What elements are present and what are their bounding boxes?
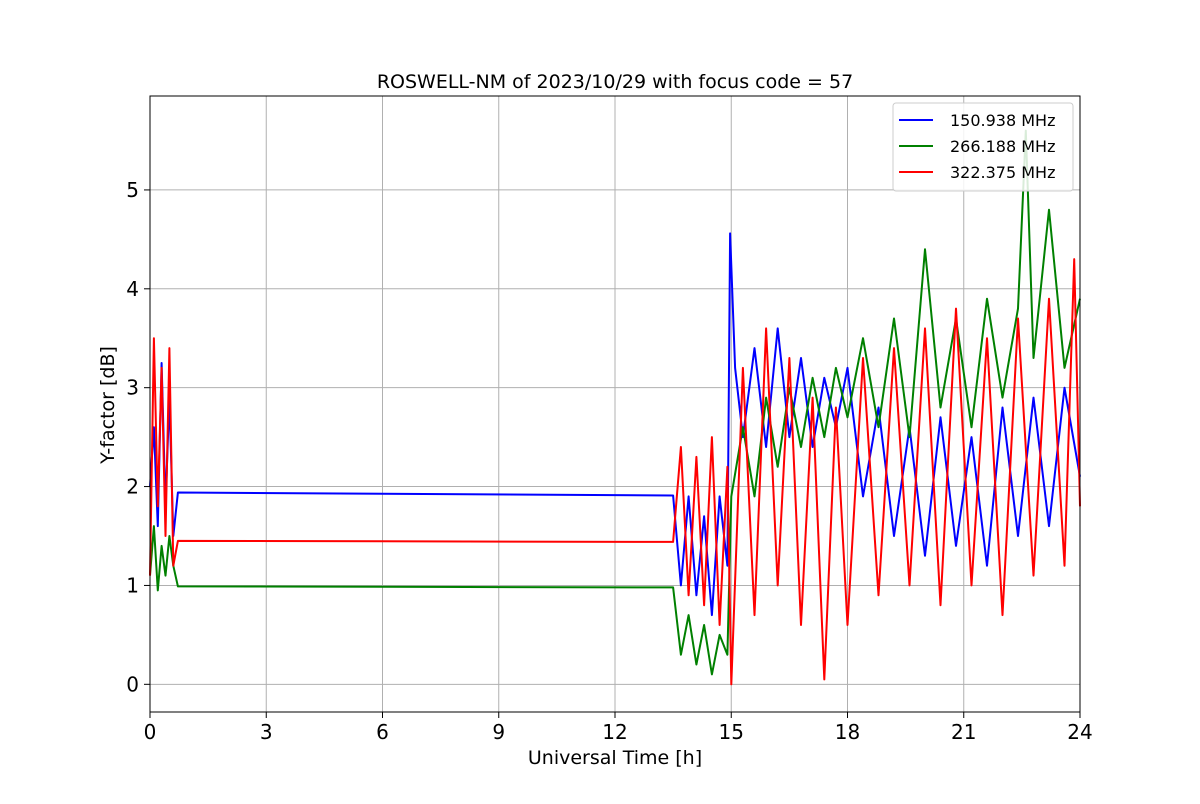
x-tick-label: 15 (719, 720, 744, 744)
y-tick-label: 1 (126, 573, 139, 597)
y-tick-label: 5 (126, 178, 139, 202)
series-line-3 (149, 258, 1081, 686)
x-tick-label: 18 (835, 720, 860, 744)
legend-label: 150.938 MHz (950, 111, 1055, 130)
x-tick-label: 3 (260, 720, 273, 744)
legend-box (892, 102, 1074, 192)
series-line-1 (149, 232, 1081, 617)
y-tick-label: 2 (126, 475, 139, 499)
y-tick-label: 0 (126, 672, 139, 696)
legend-label: 322.375 MHz (950, 163, 1055, 182)
series-layer (149, 129, 1081, 686)
x-tick-label: 21 (951, 720, 976, 744)
x-axis-label: Universal Time [h] (528, 747, 702, 769)
y-tick-label: 4 (126, 277, 139, 301)
x-tick-label: 0 (144, 720, 157, 744)
x-tick-label: 12 (602, 720, 627, 744)
x-tick-label: 24 (1067, 720, 1092, 744)
legend-label: 266.188 MHz (950, 137, 1055, 156)
x-tick-label: 9 (492, 720, 505, 744)
legend: 150.938 MHz 266.188 MHz 322.375 MHz (892, 102, 1074, 192)
x-axis: 0 3 6 9 12 15 18 21 24 (144, 712, 1093, 744)
y-axis-label: Y-factor [dB] (97, 346, 119, 465)
y-tick-label: 3 (126, 376, 139, 400)
x-tick-label: 6 (376, 720, 389, 744)
series-line-2 (149, 129, 1081, 676)
chart-title: ROSWELL-NM of 2023/10/29 with focus code… (377, 71, 853, 93)
y-axis: 0 1 2 3 4 5 (126, 178, 150, 696)
